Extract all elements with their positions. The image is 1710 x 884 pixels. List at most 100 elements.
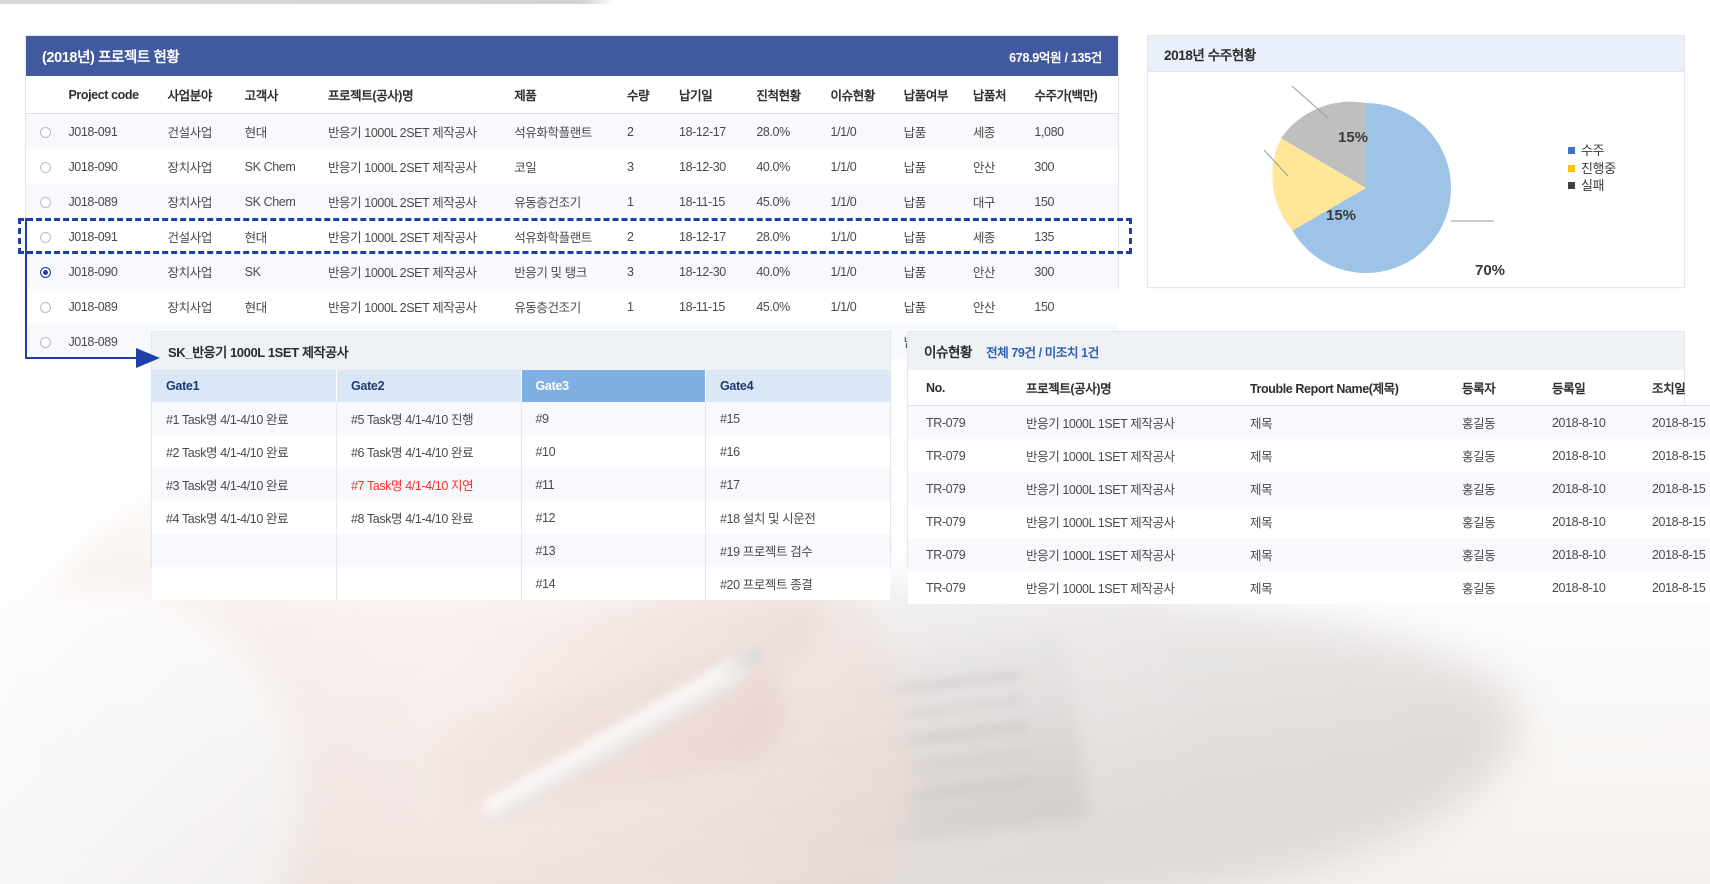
- col-progress[interactable]: 진척현황: [750, 76, 825, 114]
- gate-header-row: Gate1 Gate2 Gate3 Gate4: [152, 370, 890, 402]
- table-row[interactable]: J018-090 장치사업 SK 반응기 1000L 2SET 제작공사 반응기 및 탱…: [26, 254, 1118, 289]
- cell-customer: 현대: [244, 126, 268, 140]
- col-product[interactable]: 제품: [508, 76, 621, 114]
- gate-task-cell[interactable]: #4 Task명 4/1-4/10 완료: [152, 501, 337, 534]
- radio-selected-icon[interactable]: [40, 266, 51, 278]
- pie-slice-실패[interactable]: [1281, 101, 1366, 188]
- gate-task-cell[interactable]: #12: [521, 501, 706, 534]
- legend-swatch-수주: [1568, 147, 1575, 155]
- gate-board-panel: SK_반응기 1000L 1SET 제작공사 Gate1 Gate2 Gate3…: [152, 332, 890, 600]
- project-panel-header: (2018년) 프로젝트 현황 678.9억원 / 135건: [26, 36, 1118, 76]
- row-radio-cell[interactable]: [26, 184, 62, 219]
- photo-tablet-screen: [510, 630, 1090, 884]
- issue-col-action-date[interactable]: 조치일: [1646, 370, 1710, 406]
- issue-col-reg-date[interactable]: 등록일: [1546, 370, 1646, 406]
- cell-action-date: 2018-8-15: [1652, 481, 1706, 496]
- gate-task-cell[interactable]: #5 Task명 4/1-4/10 진행: [336, 402, 522, 435]
- radio-icon[interactable]: [40, 196, 51, 208]
- gate-col-2[interactable]: Gate2: [336, 370, 522, 402]
- table-row[interactable]: TR-079 반응기 1000L 1SET 제작공사 제목 홍길동 2018-8-10 2…: [908, 538, 1710, 571]
- radio-icon[interactable]: [40, 161, 51, 173]
- table-row[interactable]: J018-089 장치사업 SK Chem 반응기 1000L 2SET 제작공사 유동…: [26, 184, 1118, 219]
- col-order-price[interactable]: 수주가(백만): [1028, 76, 1118, 114]
- col-due-date[interactable]: 납기일: [673, 76, 751, 114]
- radio-icon[interactable]: [40, 126, 51, 138]
- issue-col-trouble-report[interactable]: Trouble Report Name(제목): [1244, 370, 1456, 406]
- legend-item-진행중[interactable]: 진행중: [1568, 160, 1616, 178]
- gate-task-cell[interactable]: #11: [521, 468, 706, 501]
- gate-task-cell[interactable]: #16: [720, 444, 740, 459]
- cell-delivery-place: 안산: [972, 301, 996, 315]
- row-radio-cell[interactable]: [26, 114, 62, 150]
- cell-issue-no: TR-079: [926, 580, 966, 595]
- row-radio-cell[interactable]: [26, 149, 62, 184]
- cell-delivery-place: 세종: [972, 126, 996, 140]
- table-row[interactable]: J018-091 건설사업 현대 반응기 1000L 2SET 제작공사 석유화학플랜트…: [26, 113, 1118, 150]
- gate-task-cell[interactable]: #13: [521, 534, 706, 567]
- cell-delivery: 납품: [903, 231, 927, 245]
- gate-task-cell[interactable]: #3 Task명 4/1-4/10 완료: [152, 468, 337, 501]
- cell-quantity: 2: [626, 124, 634, 139]
- cell-progress: 45.0%: [756, 194, 790, 209]
- cell-registrant: 홍길동: [1462, 549, 1496, 563]
- col-quantity[interactable]: 수량: [620, 76, 674, 114]
- gate-task-cell[interactable]: #19 프로젝트 검수: [720, 545, 813, 559]
- gate-task-cell[interactable]: #1 Task명 4/1-4/10 완료: [152, 402, 337, 435]
- col-issue-status[interactable]: 이슈현황: [824, 76, 898, 114]
- gate-row: #14 #20 프로젝트 종결: [152, 567, 890, 600]
- gate-task-cell[interactable]: #18 설치 및 시운전: [720, 512, 816, 526]
- table-row[interactable]: TR-079 반응기 1000L 1SET 제작공사 제목 홍길동 2018-8-10 2…: [908, 405, 1710, 439]
- gate-task-cell[interactable]: #7 Task명 4/1-4/10 지연: [336, 468, 522, 501]
- col-delivery[interactable]: 납품여부: [897, 76, 967, 114]
- cell-order-price: 1,080: [1034, 124, 1064, 139]
- gate-task-cell[interactable]: #17: [720, 477, 740, 492]
- project-table-body: J018-091 건설사업 현대 반응기 1000L 2SET 제작공사 석유화학플랜트…: [26, 113, 1118, 359]
- gate-task-cell[interactable]: #2 Task명 4/1-4/10 완료: [152, 435, 337, 468]
- radio-icon[interactable]: [40, 301, 51, 313]
- radio-icon[interactable]: [40, 231, 51, 243]
- row-radio-cell[interactable]: [26, 289, 62, 324]
- pie-slice-수주[interactable]: [1292, 103, 1452, 273]
- gate-task-cell[interactable]: #20 프로젝트 종결: [720, 578, 813, 592]
- cell-project-code: J018-091: [68, 124, 118, 139]
- col-customer[interactable]: 고객사: [238, 76, 322, 114]
- gate-task-cell[interactable]: #10: [521, 435, 706, 468]
- gate-task-cell[interactable]: #8 Task명 4/1-4/10 완료: [336, 501, 522, 534]
- gate-task-cell[interactable]: #9: [521, 402, 706, 435]
- issue-col-registrant[interactable]: 등록자: [1456, 370, 1546, 406]
- gate-task-cell[interactable]: #15: [720, 411, 740, 426]
- row-radio-cell[interactable]: [26, 324, 62, 359]
- gate-col-3[interactable]: Gate3: [521, 370, 706, 402]
- gate-task-cell[interactable]: #14: [521, 567, 706, 600]
- legend-item-실패[interactable]: 실패: [1568, 177, 1616, 195]
- gate-col-1[interactable]: Gate1: [152, 370, 337, 402]
- cell-business-field: 건설사업: [167, 126, 213, 140]
- table-row[interactable]: TR-079 반응기 1000L 1SET 제작공사 제목 홍길동 2018-8-10 2…: [908, 439, 1710, 472]
- cell-quantity: 1: [626, 194, 634, 209]
- gate-row: #2 Task명 4/1-4/10 완료 #6 Task명 4/1-4/10 완료…: [152, 435, 890, 468]
- cell-issue-project: 반응기 1000L 1SET 제작공사: [1026, 582, 1175, 596]
- table-row[interactable]: J018-089 장치사업 현대 반응기 1000L 2SET 제작공사 유동층건조기 1…: [26, 289, 1118, 324]
- table-row[interactable]: J018-091 건설사업 현대 반응기 1000L 2SET 제작공사 석유화학플랜트…: [26, 219, 1118, 254]
- col-project-code[interactable]: Project code: [62, 76, 162, 114]
- cell-trouble-report: 제목: [1250, 516, 1273, 530]
- table-row[interactable]: TR-079 반응기 1000L 1SET 제작공사 제목 홍길동 2018-8-10 2…: [908, 571, 1710, 604]
- pie-slice-진행중[interactable]: [1272, 138, 1366, 231]
- row-radio-cell[interactable]: [26, 254, 62, 289]
- col-business-field[interactable]: 사업분야: [161, 76, 239, 114]
- radio-icon[interactable]: [40, 336, 51, 348]
- row-radio-cell[interactable]: [26, 219, 62, 254]
- issue-panel-subtitle[interactable]: 전체 79건 / 미조치 1건: [986, 345, 1099, 360]
- gate-table-head: Gate1 Gate2 Gate3 Gate4: [152, 370, 890, 402]
- issue-col-project[interactable]: 프로젝트(공사)명: [1020, 370, 1244, 406]
- table-row[interactable]: TR-079 반응기 1000L 1SET 제작공사 제목 홍길동 2018-8-10 2…: [908, 472, 1710, 505]
- legend-item-수주[interactable]: 수주: [1568, 142, 1616, 160]
- col-delivery-place[interactable]: 납품처: [966, 76, 1029, 114]
- table-row[interactable]: TR-079 반응기 1000L 1SET 제작공사 제목 홍길동 2018-8-10 2…: [908, 505, 1710, 538]
- gate-col-4[interactable]: Gate4: [705, 370, 890, 402]
- table-row[interactable]: J018-090 장치사업 SK Chem 반응기 1000L 2SET 제작공사 코일…: [26, 149, 1118, 184]
- gate-task-cell[interactable]: #6 Task명 4/1-4/10 완료: [336, 435, 522, 468]
- col-project-name[interactable]: 프로젝트(공사)명: [321, 76, 509, 114]
- gate-panel-title: SK_반응기 1000L 1SET 제작공사: [168, 344, 349, 360]
- issue-col-no[interactable]: No.: [908, 370, 1020, 406]
